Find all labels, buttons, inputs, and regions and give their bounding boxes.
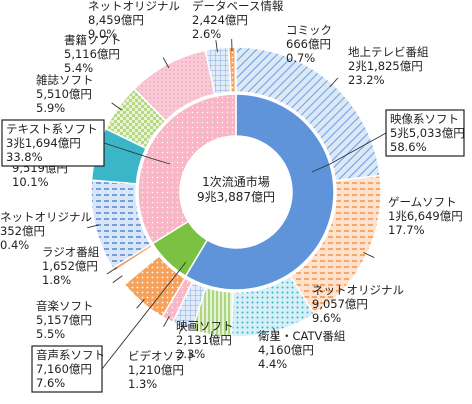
outer-leader-13 <box>215 40 218 53</box>
outer-ring <box>90 46 382 338</box>
center-total: 9兆3,887億円 <box>197 190 275 204</box>
outer-label-4-line-0: 映画ソフト <box>176 319 234 333</box>
outer-leader-0 <box>329 77 339 88</box>
outer-label-9-line-2: 10.1% <box>12 175 49 189</box>
outer-leader-1 <box>363 252 375 258</box>
outer-label-2-line-1: 9,057億円 <box>312 297 368 311</box>
outer-leader-4 <box>178 322 185 335</box>
outer-leader-3 <box>209 330 213 343</box>
outer-label-4-line-2: 2.3% <box>176 347 205 361</box>
outer-label-8-line-2: 0.4% <box>0 238 29 252</box>
box-text-line-2: 33.8% <box>6 150 43 164</box>
outer-label-7-line-0: ラジオ番組 <box>42 245 100 259</box>
box-text-line-1: 3兆1,694億円 <box>6 136 81 150</box>
inner-slice-0 <box>184 93 335 291</box>
outer-label-12-line-0: ネットオリジナル <box>88 0 180 13</box>
outer-label-11-line-1: 5,116億円 <box>64 47 120 61</box>
outer-leader-8 <box>106 267 118 275</box>
outer-leader-9 <box>87 224 100 229</box>
outer-leader-6 <box>136 298 145 309</box>
outer-label-1-line-1: 1兆6,649億円 <box>388 209 463 223</box>
box-video-box <box>385 109 465 157</box>
outer-label-1-line-2: 17.7% <box>388 223 425 237</box>
outer-label-13-line-2: 2.6% <box>192 27 221 41</box>
outer-label-8-line-1: 352億円 <box>0 224 45 238</box>
outer-label-0-line-1: 2兆1,825億円 <box>348 59 423 73</box>
box-text-box <box>1 119 105 167</box>
center-title: 1次流通市場 <box>202 174 270 189</box>
outer-label-5-line-0: ビデオソフト <box>128 349 197 363</box>
outer-label-0-line-2: 23.2% <box>348 73 385 87</box>
outer-label-3-line-0: 衛星・CATV番組 <box>258 329 346 343</box>
outer-label-7-line-2: 1.8% <box>42 273 71 287</box>
outer-label-6-line-1: 5,157億円 <box>36 313 92 327</box>
box-video-line-0: 映像系ソフト <box>390 112 459 126</box>
outer-label-13-line-0: データベース情報 <box>192 0 284 13</box>
outer-label-14-line-0: コミック <box>286 23 332 37</box>
outer-label-6-line-2: 5.5% <box>36 327 65 341</box>
outer-label-7-line-1: 1,652億円 <box>42 259 98 273</box>
box-video-line-2: 58.6% <box>390 140 427 154</box>
outer-label-10-line-1: 5,510億円 <box>36 87 92 101</box>
outer-label-1-line-0: ゲームソフト <box>388 195 457 209</box>
outer-label-14-line-2: 0.7% <box>286 51 315 65</box>
outer-label-0-line-0: 地上テレビ番組 <box>348 45 429 59</box>
outer-leader-5 <box>163 315 170 327</box>
outer-label-5-line-1: 1,210億円 <box>128 363 184 377</box>
box-text-line-0: テキスト系ソフト <box>6 122 98 136</box>
outer-label-12-line-1: 8,459億円 <box>88 13 144 27</box>
outer-leader-2 <box>273 327 278 340</box>
outer-label-2-line-0: ネットオリジナル <box>312 283 404 297</box>
outer-label-4-line-1: 2,131億円 <box>176 333 232 347</box>
inner-ring <box>137 93 335 291</box>
leader-text <box>103 142 171 165</box>
box-audio-line-0: 音声系ソフト <box>36 348 105 362</box>
outer-label-14-line-1: 666億円 <box>286 37 331 51</box>
outer-label-8-line-0: ネットオリジナル <box>0 210 92 224</box>
outer-label-2-line-2: 9.6% <box>312 311 341 325</box>
outer-label-3-line-1: 4,160億円 <box>258 343 314 357</box>
box-video-line-1: 5兆5,033億円 <box>390 126 465 140</box>
outer-slice-14 <box>227 46 237 93</box>
outer-label-5-line-2: 1.3% <box>128 377 157 391</box>
outer-leader-7 <box>112 275 123 284</box>
outer-label-13-line-1: 2,424億円 <box>192 13 248 27</box>
box-audio-line-1: 7,160億円 <box>36 362 92 376</box>
inner-slice-2 <box>137 93 237 245</box>
leader-lines <box>87 39 387 370</box>
outer-leader-12 <box>162 57 170 69</box>
outer-leader-11 <box>111 102 122 111</box>
box-audio-line-2: 7.6% <box>36 376 65 390</box>
outer-label-10-line-2: 5.9% <box>36 101 65 115</box>
outer-label-12-line-2: 9.0% <box>88 27 117 41</box>
box-audio-box <box>31 345 103 393</box>
outer-label-10-line-0: 雑誌ソフト <box>36 73 94 87</box>
leader-video <box>311 132 387 173</box>
leader-audio <box>101 261 187 370</box>
outer-label-11-line-2: 5.4% <box>64 61 93 75</box>
outer-label-3-line-2: 4.4% <box>258 357 287 371</box>
outer-label-6-line-0: 音楽ソフト <box>36 299 94 313</box>
outer-label-11-line-0: 書籍ソフト <box>64 33 122 47</box>
